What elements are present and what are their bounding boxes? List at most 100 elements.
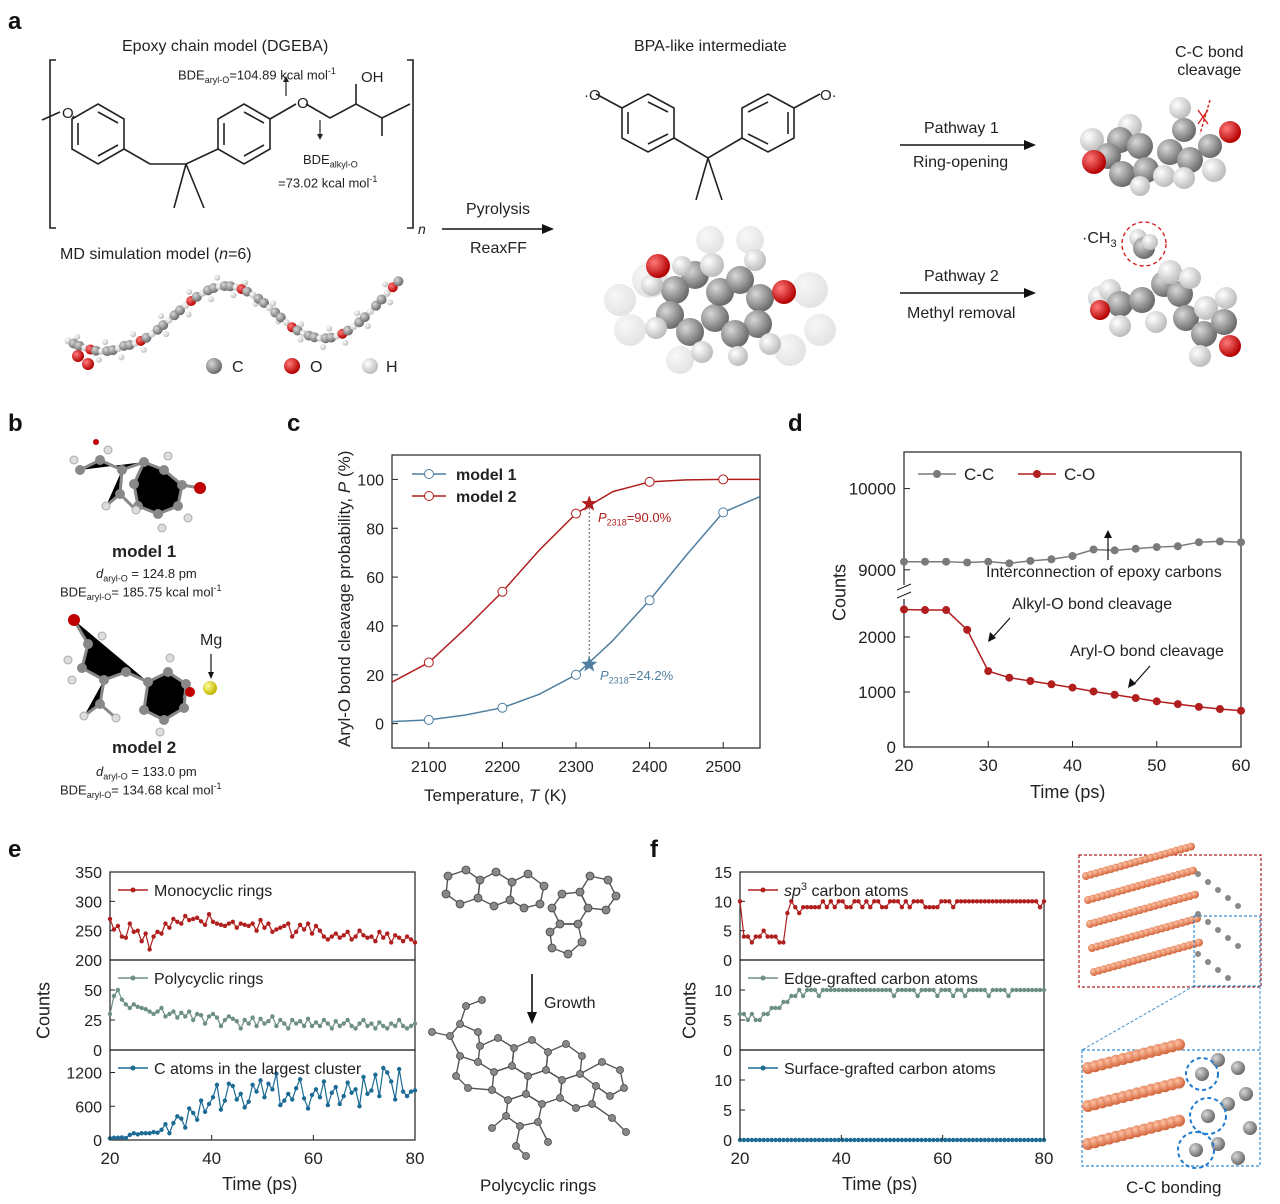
chart-f-point — [998, 1137, 1003, 1143]
chart-f-point — [966, 1137, 972, 1143]
chart-e-point — [297, 922, 303, 927]
chart-d-point-co — [1068, 683, 1077, 692]
chart-f-point — [931, 1137, 936, 1143]
chart-e-point — [194, 1117, 200, 1122]
chart-f-point — [777, 1005, 782, 1011]
chart-f-point — [994, 899, 999, 904]
chart-f-point — [895, 899, 901, 904]
chart-e-point — [325, 937, 331, 942]
chart-e-point — [392, 933, 398, 938]
chart-e-point — [365, 935, 370, 940]
md-atom — [359, 312, 370, 323]
chart-f-point — [943, 899, 948, 904]
chart-f-legend-label: sp3 carbon atoms — [784, 881, 908, 900]
chart-e-point — [183, 913, 188, 919]
chart-e-point — [123, 935, 129, 940]
chart-e-point — [163, 1122, 168, 1127]
chart-e-point — [151, 934, 156, 939]
carbon-atom — [1235, 943, 1241, 949]
chart-e-point — [325, 1021, 331, 1026]
oxygen-ball — [284, 358, 300, 374]
chart-f-point — [966, 987, 972, 993]
chart-d-point-cc — [963, 558, 972, 567]
chart-f-point — [804, 905, 810, 910]
chart-e-point — [127, 1005, 133, 1011]
chart-f-point — [990, 987, 995, 993]
panel-f-letter: f — [650, 836, 658, 863]
chart-f-point — [895, 1137, 901, 1143]
md-atom — [214, 274, 221, 281]
chart-f-ytick-label: 5 — [723, 1103, 732, 1120]
chart-e-point — [301, 1023, 307, 1029]
chart-e-xtick-label: 60 — [304, 1149, 323, 1168]
chart-e-point — [274, 1023, 279, 1029]
chart-f-point — [797, 910, 802, 916]
chart-f-point — [1029, 1137, 1035, 1143]
chart-f-point — [903, 899, 909, 904]
chart-e-point — [262, 1021, 267, 1026]
md-atom — [165, 316, 173, 324]
chart-f-point — [856, 987, 861, 993]
chart-c-legend-label: model 1 — [456, 467, 517, 484]
chart-f-point — [962, 899, 968, 904]
chart-f-point — [781, 940, 786, 945]
chart-e-point — [210, 1095, 216, 1100]
md-simulation-model — [64, 274, 404, 370]
bde-alkyl-value: =73.02 kcal mol-1 — [278, 174, 378, 191]
chart-e-ytick-label: 0 — [93, 1133, 102, 1150]
chart-e-point — [369, 934, 374, 939]
chart-e-point — [317, 928, 323, 933]
chart-e-ytick-label: 350 — [75, 865, 102, 882]
pyrolysis-label: Pyrolysis — [466, 201, 531, 218]
chart-f-point — [808, 1137, 814, 1143]
chart-e-point — [329, 1090, 335, 1095]
chart-f-point — [860, 905, 865, 910]
chart-e-point — [179, 1116, 184, 1121]
chart-f-point — [836, 987, 841, 993]
chart-f-point — [970, 987, 976, 993]
carbon-atom — [1225, 935, 1231, 941]
chart-e-point — [341, 933, 346, 938]
chart-e-point — [412, 940, 418, 945]
chart-e-point — [381, 1065, 386, 1071]
chart-e-point — [301, 1096, 307, 1101]
chart-f-point — [836, 899, 841, 904]
chart-e-point — [246, 923, 251, 929]
md-atom — [118, 354, 125, 361]
chart-f-point — [824, 1137, 830, 1143]
chart-f-point — [832, 1137, 837, 1143]
chart-f-point — [848, 1137, 853, 1143]
chart-f-point — [757, 1137, 762, 1143]
chart-c-point — [571, 508, 581, 519]
chart-f-point — [954, 1137, 960, 1143]
pyrolysis-arrow — [442, 224, 554, 234]
chart-c-legend-label: model 2 — [456, 489, 517, 506]
chart-e-point — [309, 931, 315, 936]
chart-e-point — [179, 1010, 184, 1015]
chart-e-point — [234, 925, 239, 930]
chart-e-point — [242, 1017, 247, 1023]
chart-d-point-co — [963, 625, 972, 634]
chart-f-point — [852, 987, 857, 993]
chart-e-point — [349, 1090, 354, 1095]
chart-e-point — [147, 1131, 152, 1136]
chart-e-point — [309, 1092, 315, 1098]
chart-e-point — [139, 1131, 144, 1136]
carbon-atom — [1231, 1061, 1245, 1075]
chart-f-point — [931, 987, 936, 993]
model-1-bde: BDEaryl-O= 185.75 kcal mol-1 — [60, 583, 222, 602]
chart-e-point — [151, 1011, 156, 1017]
model-1-title: model 1 — [112, 542, 177, 561]
chart-f-point — [848, 987, 853, 993]
md-atom — [74, 333, 81, 340]
epoxy-title: Epoxy chain model (DGEBA) — [122, 38, 329, 55]
chart-e-point — [369, 1088, 374, 1093]
chart-f-point — [891, 1137, 897, 1143]
chart-e-point — [305, 1016, 311, 1021]
chart-f-point — [947, 987, 952, 993]
chart-f-point — [789, 993, 794, 999]
chart-e-point — [238, 1091, 243, 1097]
chart-e-point — [274, 927, 279, 932]
